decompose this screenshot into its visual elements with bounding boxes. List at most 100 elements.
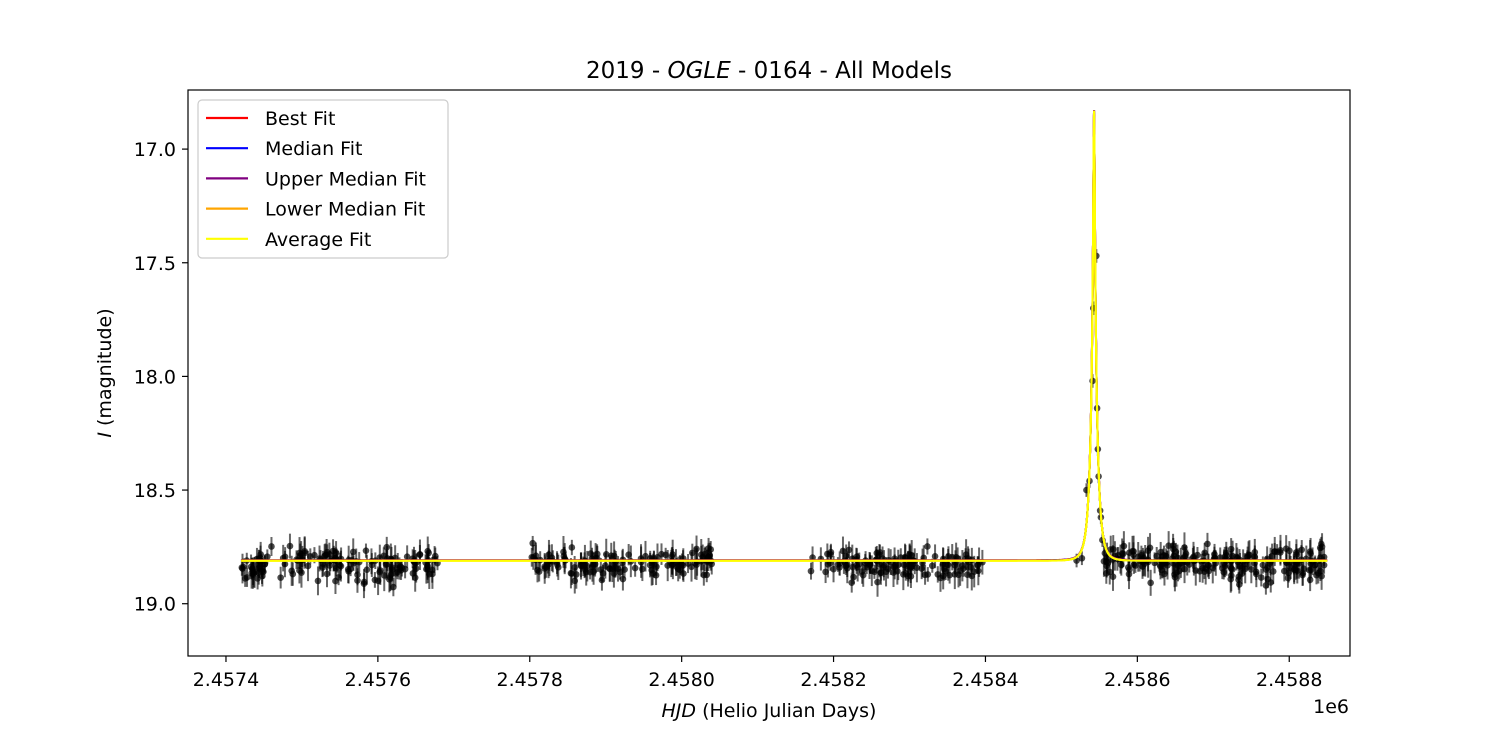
- observations: [238, 249, 1328, 599]
- data-point: [1107, 535, 1115, 564]
- data-point: [688, 551, 695, 582]
- data-marker: [848, 579, 856, 586]
- y-tick-label: 18.5: [134, 480, 176, 502]
- data-marker: [1106, 568, 1114, 576]
- series-line-average-fit: [241, 134, 1328, 562]
- data-marker: [1107, 546, 1115, 553]
- data-point: [1146, 533, 1154, 563]
- data-point: [554, 553, 561, 577]
- data-marker: [1292, 566, 1299, 574]
- data-marker: [598, 576, 606, 584]
- data-marker: [380, 572, 388, 579]
- data-point: [1271, 543, 1278, 561]
- legend-label: Upper Median Fit: [265, 168, 426, 190]
- data-marker: [554, 561, 561, 569]
- data-point: [676, 561, 684, 579]
- data-marker: [1257, 574, 1265, 581]
- data-point: [1106, 559, 1114, 585]
- data-point: [289, 562, 297, 586]
- data-point: [589, 552, 597, 577]
- series-peak-average-fit: [1063, 110, 1125, 562]
- x-tick-label: 2.4586: [1104, 669, 1170, 691]
- data-point: [1204, 532, 1211, 555]
- data-marker: [363, 566, 371, 573]
- data-marker: [1286, 547, 1293, 555]
- data-marker: [296, 567, 303, 574]
- data-marker: [928, 562, 936, 570]
- data-point: [1299, 560, 1307, 586]
- data-marker: [362, 547, 370, 554]
- data-point: [809, 546, 816, 569]
- data-marker: [239, 565, 246, 572]
- x-tick-label: 2.4578: [497, 669, 563, 691]
- data-point: [1205, 562, 1213, 580]
- data-marker: [1222, 549, 1230, 557]
- data-point: [1228, 561, 1236, 578]
- plot-area: [238, 110, 1328, 599]
- data-point: [642, 540, 649, 572]
- data-point: [401, 559, 409, 579]
- data-marker: [964, 571, 971, 579]
- data-marker: [1307, 560, 1315, 567]
- data-point: [260, 564, 267, 579]
- data-point: [323, 560, 331, 588]
- data-marker: [534, 566, 541, 574]
- data-marker: [386, 576, 393, 583]
- data-point: [1109, 562, 1117, 591]
- data-marker: [1262, 582, 1270, 589]
- y-tick-label: 19.0: [134, 594, 176, 616]
- data-marker: [809, 554, 816, 561]
- data-marker: [602, 562, 609, 570]
- data-marker: [314, 577, 322, 585]
- data-marker: [676, 566, 684, 574]
- data-marker: [254, 561, 262, 568]
- data-marker: [1147, 579, 1154, 587]
- data-point: [924, 538, 931, 555]
- data-point: [568, 539, 576, 556]
- x-tick-label: 2.4584: [952, 669, 1018, 691]
- data-point: [807, 562, 815, 580]
- chart-title: 2019 - OGLE - 0164 - All Models: [586, 58, 952, 84]
- data-point: [602, 552, 609, 579]
- data-marker: [1192, 567, 1200, 574]
- x-tick-label: 2.4588: [1256, 669, 1322, 691]
- data-marker: [249, 567, 257, 575]
- data-marker: [1241, 560, 1248, 568]
- data-marker: [1281, 567, 1288, 575]
- data-marker: [1317, 567, 1324, 575]
- data-marker: [323, 548, 331, 556]
- data-marker: [567, 569, 575, 577]
- data-point: [934, 566, 942, 583]
- data-marker: [344, 566, 352, 573]
- x-tick-label: 2.4580: [648, 669, 714, 691]
- data-marker: [243, 574, 251, 581]
- data-point: [425, 544, 432, 562]
- data-point: [931, 544, 939, 569]
- data-marker: [323, 570, 331, 578]
- data-marker: [260, 568, 267, 576]
- data-marker: [822, 568, 829, 576]
- data-marker: [1244, 553, 1251, 561]
- data-point: [705, 537, 712, 559]
- data-marker: [646, 561, 654, 569]
- data-point: [383, 536, 391, 558]
- model-lines: [241, 110, 1328, 562]
- data-marker: [586, 568, 594, 576]
- data-point: [243, 567, 251, 587]
- data-point: [1284, 568, 1292, 588]
- data-marker: [1220, 568, 1228, 576]
- data-point: [960, 560, 967, 577]
- data-marker: [360, 578, 368, 586]
- data-marker: [931, 552, 939, 560]
- data-marker: [609, 565, 616, 572]
- data-point: [281, 547, 289, 567]
- data-point: [567, 558, 575, 589]
- data-marker: [653, 563, 660, 570]
- legend-label: Median Fit: [265, 138, 362, 160]
- legend-label: Best Fit: [265, 108, 335, 130]
- data-point: [286, 533, 294, 559]
- data-point: [1158, 562, 1165, 578]
- data-marker: [589, 561, 597, 568]
- data-marker: [268, 543, 275, 550]
- data-point: [700, 564, 708, 586]
